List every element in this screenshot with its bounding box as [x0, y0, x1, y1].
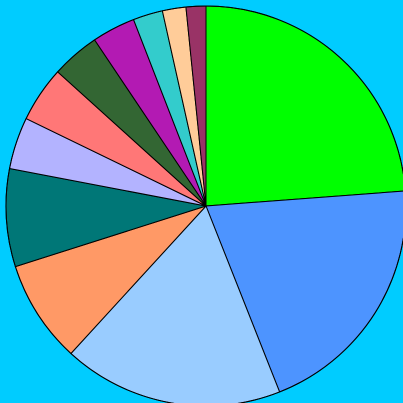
pie-outline [5, 5, 403, 403]
pie-slices [5, 5, 403, 403]
pie-slice-1 [205, 5, 403, 207]
